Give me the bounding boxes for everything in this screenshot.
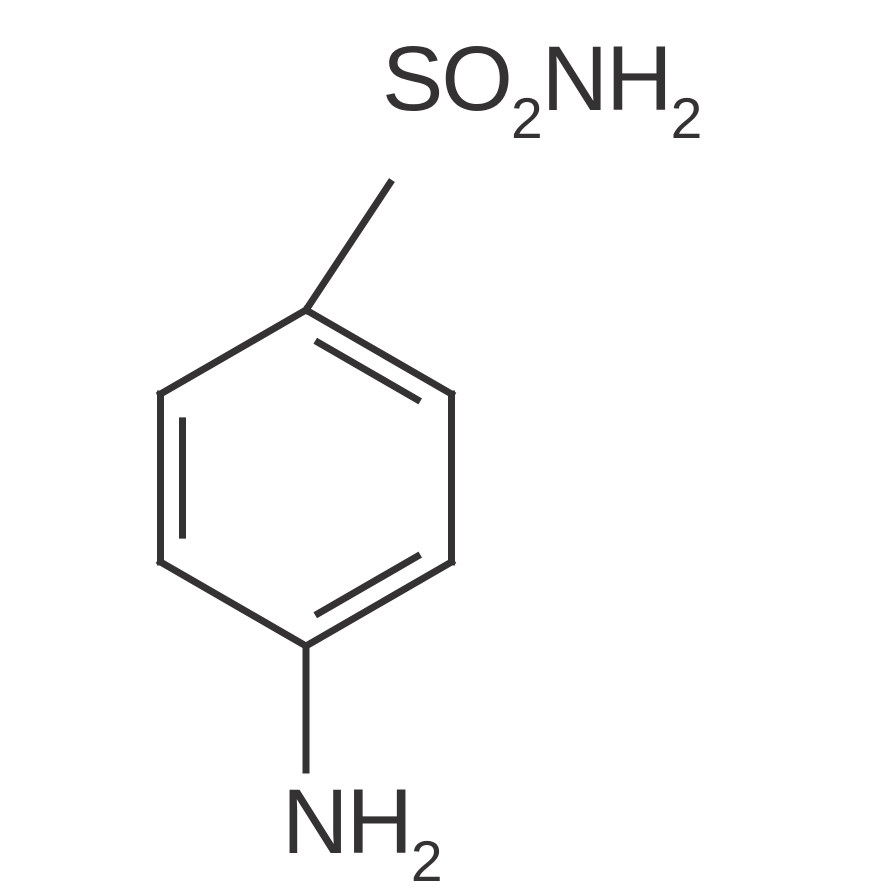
atom-H-top: H xyxy=(606,28,670,130)
atom-N-top: N xyxy=(542,28,606,130)
sub-2-top-h: 2 xyxy=(671,87,702,151)
atom-H-bottom: H xyxy=(346,771,410,873)
atom-S: S xyxy=(382,28,441,130)
amine-label: NH2 xyxy=(282,770,442,886)
atom-N-bottom: N xyxy=(282,771,346,873)
sulfonamide-label: SO2NH2 xyxy=(382,27,701,143)
atom-O: O xyxy=(441,28,511,130)
sub-2-top-o: 2 xyxy=(511,87,542,151)
sub-2-bottom: 2 xyxy=(411,830,442,894)
chemical-structure-canvas: SO2NH2 NH2 xyxy=(0,0,890,890)
